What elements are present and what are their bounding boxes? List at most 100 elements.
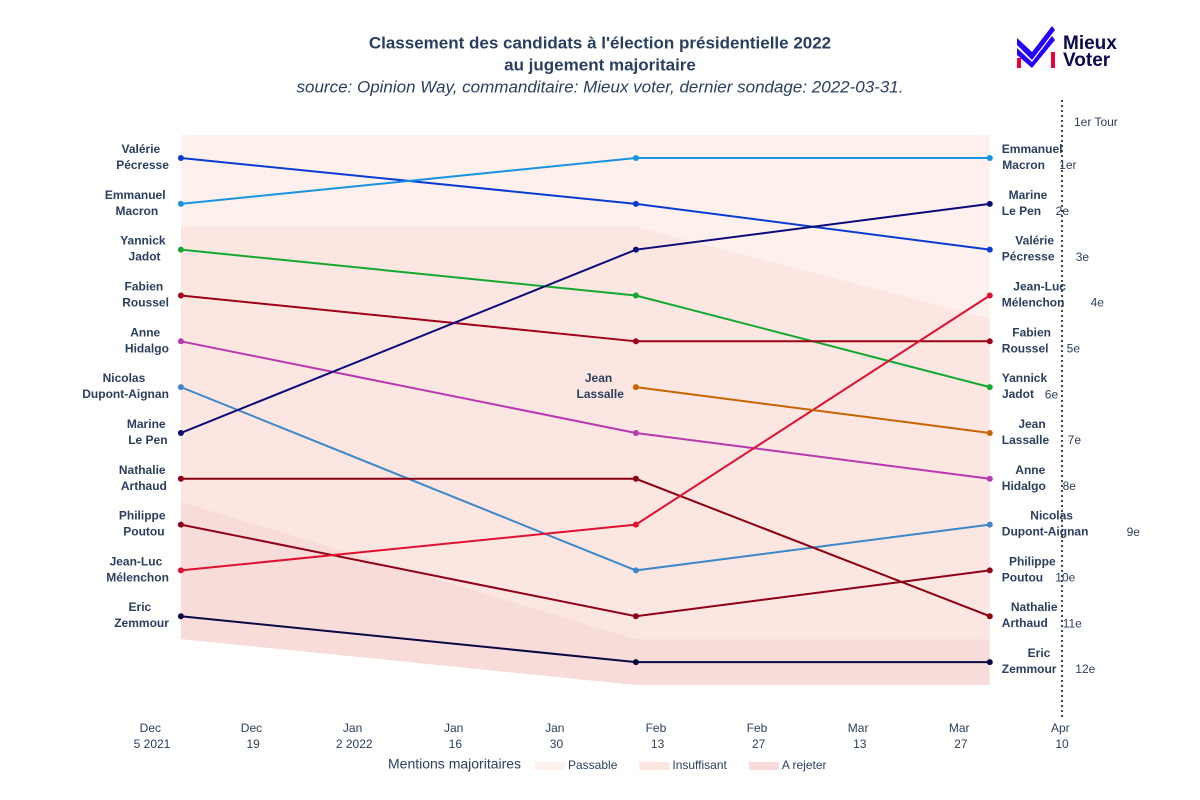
label: Jean-Luc Mélenchon	[106, 555, 169, 585]
x-tick-label: Mar 13	[848, 721, 872, 751]
x-tick-label: Apr 10	[1051, 721, 1073, 751]
label: Fabien Roussel	[1002, 325, 1055, 355]
label: Marine Le Pen	[1002, 188, 1051, 218]
point	[632, 384, 639, 391]
vline-label: 1er Tour	[1074, 115, 1118, 129]
x-tick-label: Jan 2 2022	[336, 721, 373, 751]
point	[632, 613, 639, 620]
x-tick-label: Jan 16	[444, 721, 467, 751]
rank-label: 2e	[1056, 204, 1070, 218]
label: Emmanuel Macron	[105, 188, 169, 218]
legend-title: Mentions majoritaires	[388, 756, 521, 772]
label: Jean Lassalle	[1002, 417, 1050, 447]
x-tick-label: Dec 5 2021	[134, 721, 171, 751]
legend-label: A rejeter	[782, 758, 827, 772]
point	[986, 246, 993, 253]
point	[986, 429, 993, 436]
label: Nathalie Arthaud	[119, 463, 169, 493]
point	[177, 567, 184, 574]
point	[632, 567, 639, 574]
point	[177, 429, 184, 436]
label: Eric Zemmour	[114, 600, 169, 630]
rank-label: 4e	[1091, 296, 1105, 310]
label: Yannick Jadot	[120, 234, 169, 264]
point	[986, 200, 993, 207]
rank-label: 1er	[1059, 158, 1076, 172]
bands	[180, 135, 990, 685]
band	[180, 226, 990, 640]
point	[632, 292, 639, 299]
rank-label: 11e	[1063, 616, 1082, 630]
chart-title: Classement des candidats à l'élection pr…	[369, 33, 831, 52]
label: Valérie Pécresse	[116, 142, 169, 172]
logo-mark	[1017, 58, 1021, 68]
x-tick-label: Feb 27	[747, 721, 771, 751]
point	[632, 521, 639, 528]
point	[986, 292, 993, 299]
label: Fabien Roussel	[122, 280, 169, 310]
x-tick-label: Jan 30	[545, 721, 568, 751]
label: Anne Hidalgo	[125, 325, 169, 355]
label: Jean Lassalle	[577, 371, 625, 401]
chart-title-line2: au jugement majoritaire	[504, 55, 696, 74]
point	[177, 200, 184, 207]
point	[177, 155, 184, 162]
point	[632, 338, 639, 345]
label: Philippe Poutou	[119, 509, 169, 539]
point	[986, 338, 993, 345]
x-tick-label: Mar 27	[949, 721, 973, 751]
rank-label: 7e	[1068, 433, 1082, 447]
legend-label: Insuffisant	[672, 758, 727, 772]
rank-label: 6e	[1045, 387, 1059, 401]
point	[986, 567, 993, 574]
point	[986, 155, 993, 162]
label: Marine Le Pen	[127, 417, 169, 447]
point	[177, 246, 184, 253]
point	[986, 384, 993, 391]
legend-swatch	[639, 762, 670, 770]
point	[986, 475, 993, 482]
rank-label: 8e	[1063, 479, 1077, 493]
x-tick-label: Feb 13	[646, 721, 670, 751]
point	[632, 155, 639, 162]
chart-subtitle: source: Opinion Way, commanditaire: Mieu…	[297, 77, 904, 96]
label: Philippe Poutou	[1002, 555, 1059, 585]
point	[986, 521, 993, 528]
label: Nicolas Dupont-Aignan	[82, 371, 169, 401]
label: Nicolas Dupont-Aignan	[1002, 509, 1089, 539]
point	[177, 338, 184, 345]
point	[177, 384, 184, 391]
band	[180, 501, 990, 685]
point	[632, 246, 639, 253]
logo-mark	[1017, 36, 1055, 68]
legend-swatch	[748, 762, 779, 770]
label: Nathalie Arthaud	[1002, 600, 1061, 630]
label: Yannick Jadot	[1002, 371, 1051, 401]
point	[632, 475, 639, 482]
rank-label: 5e	[1067, 341, 1081, 355]
label: Eric Zemmour	[1002, 646, 1057, 676]
point	[632, 659, 639, 666]
label: Jean-Luc Mélenchon	[1002, 280, 1070, 310]
point	[632, 429, 639, 436]
logo-text: Voter	[1063, 50, 1111, 71]
rank-label: 10e	[1055, 571, 1075, 585]
point	[177, 475, 184, 482]
legend-label: Passable	[568, 758, 618, 772]
label: Valérie Pécresse	[1002, 234, 1058, 264]
rank-label: 9e	[1127, 525, 1141, 539]
label: Anne Hidalgo	[1002, 463, 1049, 493]
logo-mark	[1051, 52, 1055, 68]
label: Emmanuel Macron	[1002, 142, 1066, 172]
point	[177, 613, 184, 620]
logo-mark	[1017, 26, 1055, 60]
point	[986, 659, 993, 666]
point	[177, 521, 184, 528]
logo: Mieux Voter	[1017, 26, 1117, 71]
point	[177, 292, 184, 299]
point	[632, 200, 639, 207]
rank-label: 3e	[1076, 250, 1090, 264]
rank-label: 12e	[1075, 662, 1095, 676]
series-line	[635, 386, 990, 434]
